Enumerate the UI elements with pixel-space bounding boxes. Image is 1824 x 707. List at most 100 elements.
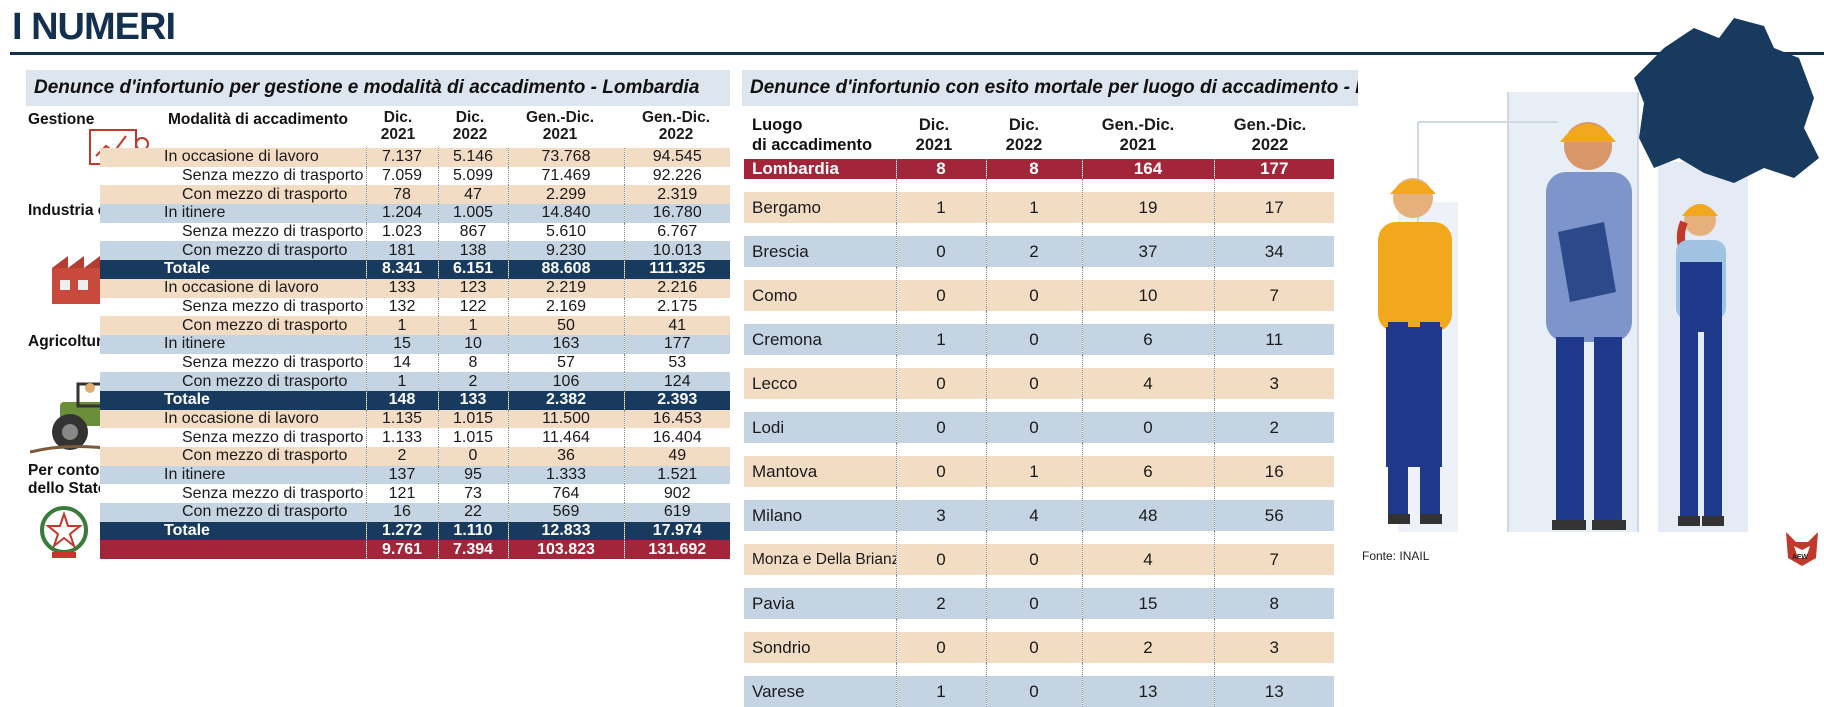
cell: 11.500 (507, 409, 624, 429)
cell: 132 (365, 297, 438, 317)
row-label: Con mezzo di trasporto (100, 316, 366, 335)
cell: 2.299 (507, 185, 624, 205)
cell: 0 (985, 619, 1082, 663)
cell: 138 (437, 241, 508, 261)
cell: 22 (437, 503, 508, 522)
cell: 1 (895, 179, 986, 223)
row-label: Senza mezzo di trasporto (100, 297, 366, 317)
cell: 50 (507, 316, 624, 335)
cell: 764 (507, 484, 624, 504)
table-row: Lodi 0 0 0 2 (744, 399, 1334, 443)
cell: 36 (507, 447, 624, 466)
row-label: Totale (100, 260, 366, 279)
row-label: In occasione di lavoro (100, 278, 366, 298)
cell: 15 (365, 334, 438, 354)
row-label (100, 540, 366, 560)
cell: 148 (365, 390, 438, 410)
cell: 2.393 (623, 390, 730, 410)
cell: 131.692 (623, 540, 730, 560)
cell: 2.175 (623, 297, 730, 317)
right-colhead-2: Dic. 2022 (1005, 116, 1043, 154)
cell: 16 (365, 503, 438, 522)
wolf-logo-icon (1786, 532, 1818, 566)
cell: 1 (985, 179, 1082, 223)
cell: 0 (985, 575, 1082, 619)
cell: 106 (507, 372, 624, 391)
cell: 133 (437, 390, 508, 410)
cell: 7.137 (365, 148, 438, 167)
cell: 0 (985, 663, 1082, 707)
cell: 0 (895, 619, 986, 663)
cell: 0 (985, 399, 1082, 443)
table-row: Senza mezzo di trasporto 14 8 57 53 (100, 353, 730, 373)
cell: 1.272 (365, 521, 438, 541)
brand-logo: AFW (1782, 528, 1822, 568)
right-colhead-3: Gen.-Dic. 2021 (1101, 116, 1175, 154)
cell: 4 (1081, 531, 1214, 575)
cell: 3 (1213, 619, 1334, 663)
cell: 1.135 (365, 409, 438, 429)
cell: 7 (1213, 531, 1334, 575)
right-colhead-4: Gen.-Dic. 2022 (1233, 116, 1307, 154)
cell: 73.768 (507, 148, 624, 167)
group-stato-2: dello Stato (28, 480, 108, 497)
left-colhead-2: Dic. 2022 (452, 109, 488, 143)
table-row: In occasione di lavoro 1.135 1.015 11.500 16… (100, 409, 730, 429)
cell: 1 (985, 443, 1082, 487)
cell: 8 (985, 159, 1082, 179)
table-row: Mantova 0 1 6 16 (744, 443, 1334, 487)
row-label: In itinere (100, 334, 366, 354)
place-label: Brescia (744, 223, 896, 267)
table-row: Milano 3 4 48 56 (744, 487, 1334, 531)
brand-logo-text: AFW (1792, 554, 1808, 561)
group-agricoltura: Agricoltura (28, 333, 111, 350)
cell: 121 (365, 484, 438, 504)
table-row: In itinere 15 10 163 177 (100, 334, 730, 354)
workers-illustration (1358, 62, 1824, 542)
row-label: In itinere (100, 204, 366, 223)
page-title: I NUMERI (12, 6, 176, 48)
table-row: Con mezzo di trasporto 16 22 569 619 (100, 503, 730, 522)
table-row: In occasione di lavoro 133 123 2.219 2.216 (100, 278, 730, 298)
col-luogo: Luogo di accadimento (752, 116, 873, 154)
cell: 10.013 (623, 241, 730, 261)
table-row: Totale 1.272 1.110 12.833 17.974 (100, 521, 730, 541)
cell: 13 (1081, 663, 1214, 707)
table-row: Pavia 2 0 15 8 (744, 575, 1334, 619)
cell: 4 (985, 487, 1082, 531)
left-table-heading: Denunce d'infortunio per gestione e moda… (26, 70, 730, 106)
table-row: Senza mezzo di trasporto 1.133 1.015 11.464… (100, 428, 730, 447)
place-label: Lodi (744, 399, 896, 443)
cell: 17.974 (623, 521, 730, 541)
row-label: Senza mezzo di trasporto (100, 166, 366, 186)
cell: 0 (985, 267, 1082, 311)
cell: 15 (1081, 575, 1214, 619)
cell: 1.333 (507, 465, 624, 485)
place-label: Lombardia (744, 159, 896, 179)
cell: 14.840 (507, 204, 624, 223)
cell: 94.545 (623, 148, 730, 167)
cell: 11.464 (507, 428, 624, 447)
cell: 2 (895, 575, 986, 619)
table-row: Senza mezzo di trasporto 1.023 867 5.610 6.7… (100, 222, 730, 242)
cell: 11 (1213, 311, 1334, 355)
table-row: Lecco 0 0 4 3 (744, 355, 1334, 399)
cell: 137 (365, 465, 438, 485)
table-row: Bergamo 1 1 19 17 (744, 179, 1334, 223)
cell: 0 (895, 355, 986, 399)
cell: 19 (1081, 179, 1214, 223)
cell: 34 (1213, 223, 1334, 267)
cell: 8.341 (365, 260, 438, 279)
cell: 47 (437, 185, 508, 205)
table-row: Monza e Della Brianza 0 0 4 7 (744, 531, 1334, 575)
cell: 53 (623, 353, 730, 373)
cell: 2 (985, 223, 1082, 267)
left-colhead-4: Gen.-Dic. 2022 (641, 109, 711, 143)
cell: 1.110 (437, 521, 508, 541)
cell: 1.133 (365, 428, 438, 447)
table-row: 9.761 7.394 103.823 131.692 (100, 540, 730, 560)
row-label: In occasione di lavoro (100, 409, 366, 429)
cell: 163 (507, 334, 624, 354)
cell: 56 (1213, 487, 1334, 531)
cell: 12.833 (507, 521, 624, 541)
